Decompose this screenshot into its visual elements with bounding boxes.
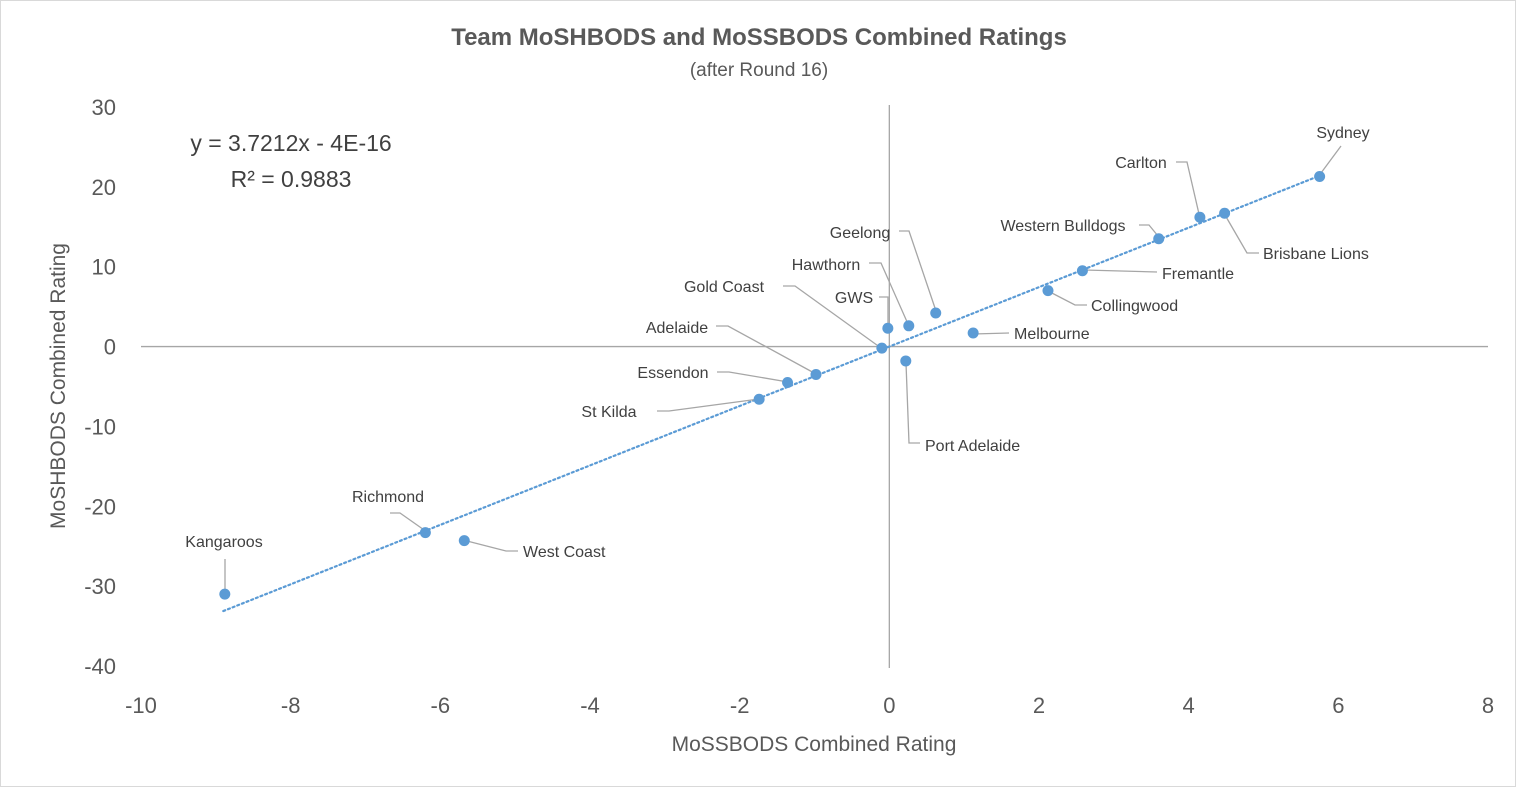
leader-line-richmond bbox=[390, 512, 428, 533]
y-tick-label: 30 bbox=[92, 95, 116, 120]
leader-line-st-kilda bbox=[657, 398, 760, 412]
point-labels-layer: Sydney Carlton Brisbane Lions Western Bulld… bbox=[185, 125, 1369, 561]
leader-line-sydney bbox=[1320, 145, 1342, 174]
leader-line-melbourne bbox=[972, 332, 1010, 335]
y-tick-label: 10 bbox=[92, 255, 116, 280]
point-label-richmond: Richmond bbox=[352, 489, 424, 506]
point-label-st-kilda: St Kilda bbox=[581, 404, 636, 421]
point-label-sydney: Sydney bbox=[1316, 125, 1369, 142]
data-point-collingwood bbox=[1042, 285, 1054, 297]
x-axis-title: MoSSBODS Combined Rating bbox=[672, 733, 957, 756]
point-label-gold-coast: Gold Coast bbox=[684, 279, 765, 296]
data-point-hawthorn bbox=[903, 320, 915, 332]
point-label-carlton: Carlton bbox=[1115, 155, 1167, 172]
y-tick-label: -40 bbox=[84, 654, 116, 679]
point-label-collingwood: Collingwood bbox=[1091, 298, 1178, 315]
data-point-fremantle bbox=[1076, 265, 1088, 277]
chart-title: Team MoSHBODS and MoSSBODS Combined Rati… bbox=[451, 24, 1067, 51]
y-tick-label: -20 bbox=[84, 494, 116, 519]
leader-line-carlton bbox=[1176, 161, 1200, 215]
leader-line-geelong bbox=[899, 230, 937, 312]
point-label-melbourne: Melbourne bbox=[1014, 326, 1090, 343]
data-point-melbourne bbox=[967, 327, 979, 339]
point-label-brisbane-lions: Brisbane Lions bbox=[1263, 246, 1369, 263]
leader-line-brisbane-lions bbox=[1224, 214, 1259, 254]
data-point-port-adelaide bbox=[900, 355, 912, 367]
data-point-carlton bbox=[1194, 211, 1206, 223]
point-label-essendon: Essendon bbox=[637, 365, 708, 382]
chart-subtitle: (after Round 16) bbox=[690, 60, 828, 81]
x-tick-label: -8 bbox=[281, 693, 301, 718]
point-label-geelong: Geelong bbox=[830, 225, 891, 242]
trendline bbox=[222, 174, 1321, 613]
leader-line-gws bbox=[879, 296, 889, 326]
point-label-kangaroos: Kangaroos bbox=[185, 534, 262, 551]
data-point-sydney bbox=[1314, 170, 1326, 182]
data-point-brisbane-lions bbox=[1219, 207, 1231, 219]
y-tick-label: 20 bbox=[92, 175, 116, 200]
trendline-r-squared: R² = 0.9883 bbox=[231, 166, 352, 192]
y-tick-label: -10 bbox=[84, 414, 116, 439]
x-tick-label: 4 bbox=[1183, 693, 1195, 718]
data-point-kangaroos bbox=[219, 588, 231, 600]
trendline-equation: y = 3.7212x - 4E-16 bbox=[190, 130, 391, 156]
point-label-west-coast: West Coast bbox=[523, 544, 606, 561]
leader-line-gold-coast bbox=[783, 285, 882, 349]
point-label-port-adelaide: Port Adelaide bbox=[925, 438, 1020, 455]
point-label-gws: GWS bbox=[835, 290, 873, 307]
data-point-adelaide bbox=[810, 369, 822, 381]
y-tick-label: -30 bbox=[84, 574, 116, 599]
x-tick-label: 0 bbox=[883, 693, 895, 718]
leader-line-adelaide bbox=[716, 325, 817, 375]
data-point-western-bulldogs bbox=[1153, 233, 1165, 245]
leader-line-port-adelaide bbox=[905, 362, 920, 444]
x-tick-label: -4 bbox=[580, 693, 600, 718]
data-point-essendon bbox=[782, 377, 794, 389]
points-layer bbox=[219, 170, 1326, 600]
data-point-gws bbox=[882, 322, 894, 334]
point-label-western-bulldogs: Western Bulldogs bbox=[1000, 218, 1125, 235]
data-point-west-coast bbox=[458, 535, 470, 547]
data-point-geelong bbox=[930, 307, 942, 319]
point-label-hawthorn: Hawthorn bbox=[792, 257, 860, 274]
leader-line-collingwood bbox=[1047, 290, 1087, 306]
point-label-fremantle: Fremantle bbox=[1162, 266, 1234, 283]
leader-line-essendon bbox=[717, 371, 789, 383]
data-point-gold-coast bbox=[876, 342, 888, 354]
point-label-adelaide: Adelaide bbox=[646, 320, 708, 337]
leader-line-western-bulldogs bbox=[1139, 224, 1159, 237]
data-point-st-kilda bbox=[753, 393, 765, 405]
leader-line-hawthorn bbox=[869, 262, 909, 325]
leader-lines-layer bbox=[224, 145, 1342, 593]
y-tick-label: 0 bbox=[104, 335, 116, 360]
x-tick-label: -6 bbox=[431, 693, 451, 718]
leader-line-west-coast bbox=[466, 540, 518, 552]
data-point-richmond bbox=[419, 527, 431, 539]
x-tick-label: 8 bbox=[1482, 693, 1494, 718]
trendline-layer bbox=[222, 174, 1321, 613]
x-tick-label: -10 bbox=[125, 693, 157, 718]
x-tick-label: 2 bbox=[1033, 693, 1045, 718]
x-tick-label: -2 bbox=[730, 693, 750, 718]
y-axis-title: MoSHBODS Combined Rating bbox=[47, 243, 70, 529]
leader-line-fremantle bbox=[1083, 269, 1158, 273]
x-tick-label: 6 bbox=[1332, 693, 1344, 718]
